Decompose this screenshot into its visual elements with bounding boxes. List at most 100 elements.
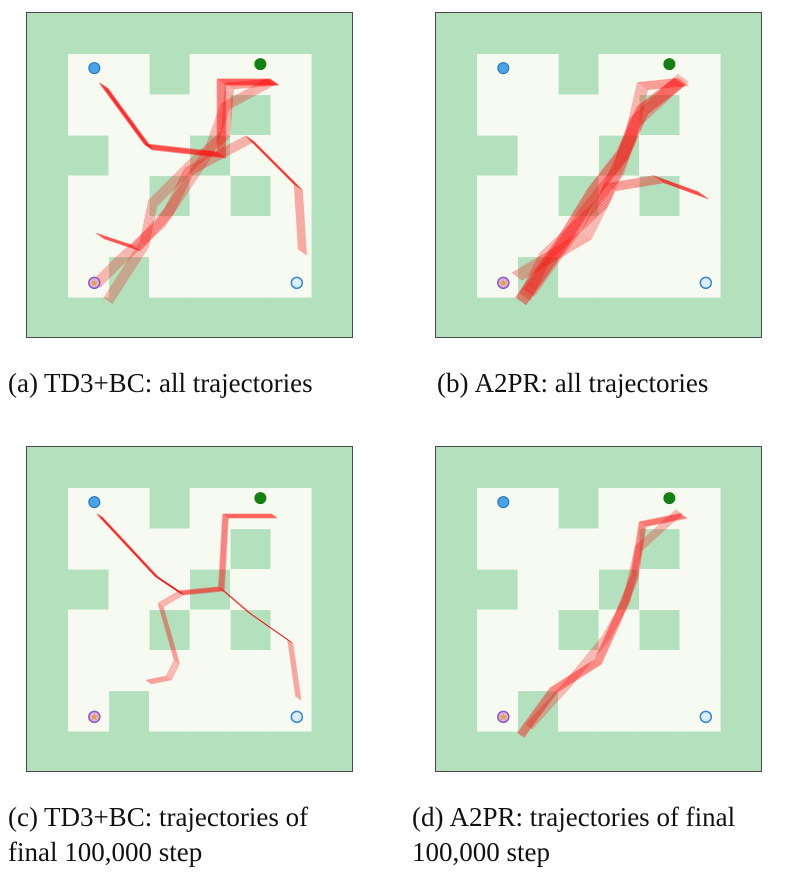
trajectory-line [99,78,271,153]
maze-floor-cell [230,569,272,611]
maze-floor-cell [68,528,110,570]
trajectory-line [517,513,681,734]
trajectory-line [99,138,303,253]
maze-floor-cell [149,216,191,258]
trajectory-line [221,588,300,700]
maze-floor-cell [477,175,519,217]
maze-floor-cell [230,690,272,732]
trajectory-line [520,181,708,280]
maze-floor-cell [558,528,600,570]
caption-d-text2: 100,000 step [412,837,550,867]
maze-floor-cell [679,569,721,611]
maze-floor-cell [108,609,150,651]
maze-floor-cell [108,528,150,570]
trajectory-line [92,79,268,283]
trajectory-line [527,83,687,300]
trajectory-line [529,512,681,728]
maze-floor-cell [639,650,681,692]
waypoint-bottom-right-marker [290,710,304,724]
trajectory-line [521,515,685,737]
waypoint-top-left-marker [88,496,101,509]
maze-floor-cell [270,135,312,177]
trajectory-line [110,83,278,304]
maze-floor-cell [149,94,191,136]
trajectory-line [514,177,702,276]
trajectory-line [104,81,276,157]
trajectory-line [512,175,700,275]
trajectory-line [530,512,682,729]
maze-floor-cell [598,54,640,96]
maze-floor-cell [558,135,600,177]
caption-d: (d) A2PR: trajectories of final 100,000 s… [412,800,792,870]
trajectory-line [98,83,274,288]
goal-marker [663,58,676,71]
trajectory-line [220,588,299,699]
maze-floor-cell [517,54,559,96]
trajectory-line [522,516,686,737]
caption-d-tag: (d) [412,802,444,832]
trajectory-bundle [511,74,709,306]
trajectory-line [104,79,272,300]
trajectory-line [527,510,679,727]
trajectory-bundle [91,78,307,304]
trajectory-line [515,178,703,277]
maze-floor-cell [68,650,110,692]
caption-b-text: A2PR: all trajectories [474,368,709,398]
maze-floor-cell [189,528,231,570]
maze-floor-cell [517,175,559,217]
maze-floor-cell [149,256,191,298]
maze-floor-cell [598,256,640,298]
maze-floor-cell [108,650,150,692]
maze-floor-cell [149,650,191,692]
trajectory-line [528,77,684,294]
trajectory-line [519,514,683,735]
maze-floor-cell [477,609,519,651]
maze-floor-cell [679,135,721,177]
maze-floor-cell [230,650,272,692]
maze-floor-cell [558,690,600,732]
maze-floor-cell [558,216,600,258]
trajectory-line [520,81,680,302]
trajectory-line [99,515,276,595]
maze-floor-cell [679,609,721,651]
trajectory-line [218,586,297,697]
maze-floor-cell [517,94,559,136]
trajectory-line [108,82,276,302]
trajectory-line [525,84,685,306]
trajectory-line [101,79,273,155]
trajectory-line [524,84,684,305]
maze-plot-a [26,12,353,338]
maze-floor-cell [108,175,150,217]
trajectory-line [150,594,184,685]
trajectory-line [526,82,686,299]
trajectory-line [521,79,681,295]
maze-floor-cell [68,690,110,732]
maze-floor-cell [189,690,231,732]
maze-floor-cell [230,135,272,177]
maze-floor-cell [108,569,150,611]
trajectory-line [111,84,279,304]
trajectory-line [515,77,675,299]
trajectory-line [524,74,680,291]
goal-marker [254,492,267,505]
maze-floor-cell [270,54,312,96]
maze-floor-cell [477,650,519,692]
trajectory-line [520,78,680,295]
maze-floor-cell [68,609,110,651]
maze-floor-cell [517,528,559,570]
maze-floor-cell [270,216,312,258]
maze-floor-cell [679,175,721,217]
maze-floor-cell [149,569,191,611]
trajectory-line [107,84,279,159]
maze-floor-cell [270,650,312,692]
maze-floor-cell [558,569,600,611]
maze-floor-cell [270,94,312,136]
maze-floor-cell [68,175,110,217]
trajectory-line [222,589,301,700]
maze-floor-cell [68,488,110,530]
trajectory-line [519,180,707,279]
maze-floor-cell [679,54,721,96]
maze-floor-cell [270,256,312,298]
maze-plot-b [435,12,762,338]
maze-floor-cell [149,528,191,570]
